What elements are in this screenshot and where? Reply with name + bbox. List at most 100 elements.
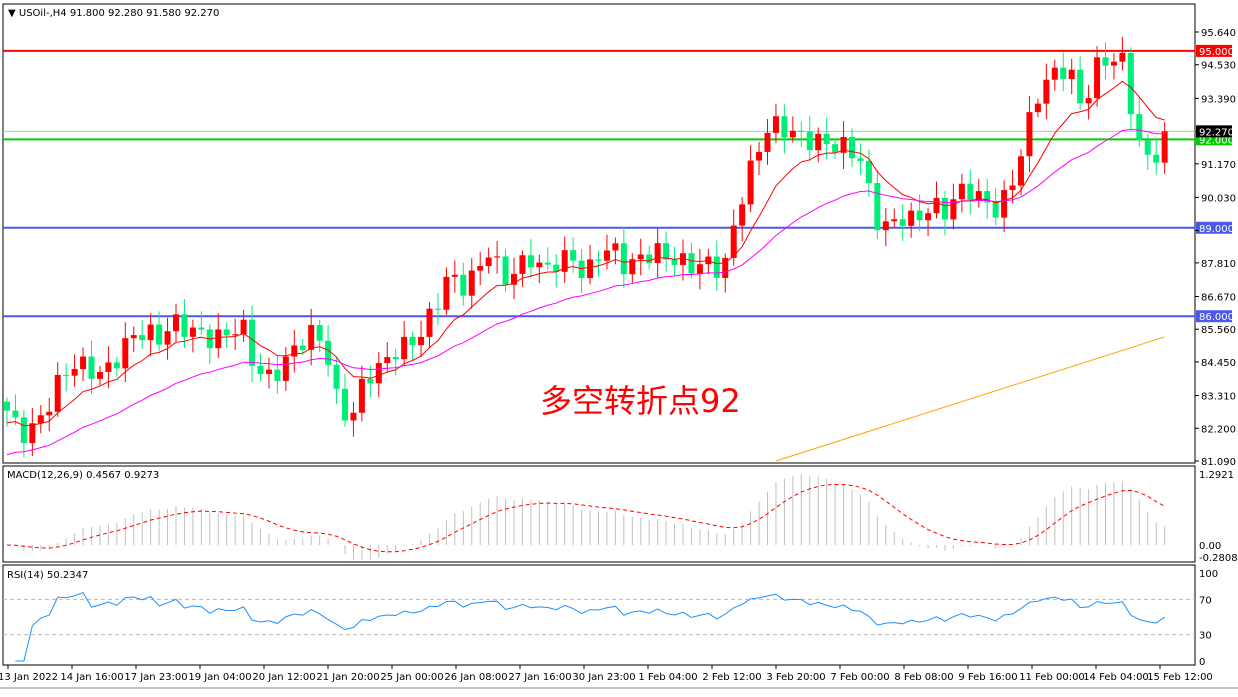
price-tick-label: 86.670: [1201, 292, 1236, 303]
candle: [223, 329, 230, 336]
candle: [1136, 114, 1143, 141]
candle: [443, 276, 450, 310]
candle: [367, 378, 374, 384]
candle: [857, 158, 864, 161]
candle: [434, 308, 441, 310]
candle: [189, 327, 196, 337]
candle: [1085, 98, 1092, 104]
time-tick-label: 8 Feb 08:00: [894, 672, 953, 683]
candle: [1102, 57, 1109, 66]
candle: [325, 340, 332, 365]
candle: [933, 197, 940, 214]
candle: [1144, 140, 1151, 155]
candle: [688, 253, 695, 274]
candle: [20, 417, 27, 444]
candle: [840, 136, 847, 153]
candle: [561, 250, 568, 272]
candle: [409, 336, 416, 346]
time-tick-label: 11 Feb 00:00: [1019, 672, 1085, 683]
time-tick-label: 25 Jan 00:00: [380, 672, 443, 683]
candle: [958, 183, 965, 200]
candle: [122, 338, 129, 369]
macd-top-tick: 1.2921: [1199, 470, 1234, 481]
candle: [527, 255, 534, 268]
candle: [603, 250, 610, 261]
candle: [46, 411, 53, 416]
time-tick-label: 9 Feb 16:00: [958, 672, 1017, 683]
candle: [629, 259, 636, 275]
candle: [1060, 67, 1067, 80]
macd-label: MACD(12,26,9) 0.4567 0.9273: [7, 470, 159, 481]
time-tick-label: 27 Jan 16:00: [508, 672, 571, 683]
time-tick-label: 17 Jan 23:00: [124, 672, 187, 683]
candle: [477, 265, 484, 271]
candle: [113, 362, 120, 369]
candle: [384, 357, 391, 364]
candle: [747, 160, 754, 205]
candle: [637, 254, 644, 260]
candle: [654, 243, 661, 264]
level-price-label: 92.000: [1199, 135, 1234, 146]
candle: [215, 329, 222, 349]
candle: [299, 345, 306, 350]
symbol-header: ▼ USOil-,H4 91.800 92.280 91.580 92.270: [8, 8, 219, 19]
candle: [832, 144, 839, 153]
candle: [781, 116, 788, 138]
price-tick-label: 87.810: [1201, 259, 1236, 270]
candle: [139, 335, 146, 341]
candle: [29, 423, 36, 444]
rsi-label: RSI(14) 50.2347: [7, 570, 88, 581]
candle: [468, 270, 475, 296]
candle: [232, 334, 239, 336]
rsi-line: [15, 591, 1165, 662]
macd-bottom-tick: -0.2808: [1199, 553, 1238, 564]
price-tick-label: 90.030: [1201, 193, 1236, 204]
time-tick-label: 30 Jan 23:00: [572, 672, 635, 683]
candle: [198, 327, 205, 330]
level-price-tag: [1196, 310, 1232, 323]
candle: [553, 264, 560, 272]
candle: [536, 262, 543, 268]
candle: [37, 415, 44, 424]
price-tick-label: 93.390: [1201, 94, 1236, 105]
rsi-tick-0: 0: [1199, 657, 1205, 668]
candle: [392, 357, 399, 360]
candle: [12, 410, 19, 418]
time-tick-label: 2 Feb 12:00: [702, 672, 761, 683]
candle: [680, 253, 686, 265]
candle: [595, 259, 602, 261]
candle: [1068, 69, 1075, 80]
candle: [696, 264, 703, 274]
candle: [730, 225, 737, 258]
candle: [4, 401, 10, 411]
level-price-tag: [1196, 221, 1232, 234]
candle: [88, 356, 95, 379]
candle: [156, 324, 163, 345]
candle: [63, 374, 70, 376]
candle: [181, 314, 188, 337]
candle: [1043, 79, 1050, 104]
candle: [358, 378, 365, 413]
candle: [401, 336, 408, 360]
candle: [544, 262, 551, 265]
candle: [426, 308, 433, 337]
price-tick-label: 81.090: [1201, 457, 1236, 468]
candle: [460, 274, 467, 296]
candle: [1018, 156, 1024, 186]
ma-slow-line: [775, 336, 1165, 462]
time-tick-label: 15 Feb 12:00: [1147, 672, 1213, 683]
candle: [967, 183, 974, 200]
candle: [1153, 154, 1160, 163]
candle: [257, 365, 264, 374]
candle: [882, 221, 889, 231]
candle: [375, 363, 382, 384]
candle: [992, 202, 999, 218]
candle: [54, 374, 61, 412]
candle: [874, 183, 881, 231]
candle: [865, 160, 872, 184]
candle: [950, 199, 957, 220]
candle: [941, 197, 948, 220]
time-tick-label: 3 Feb 20:00: [766, 672, 825, 683]
